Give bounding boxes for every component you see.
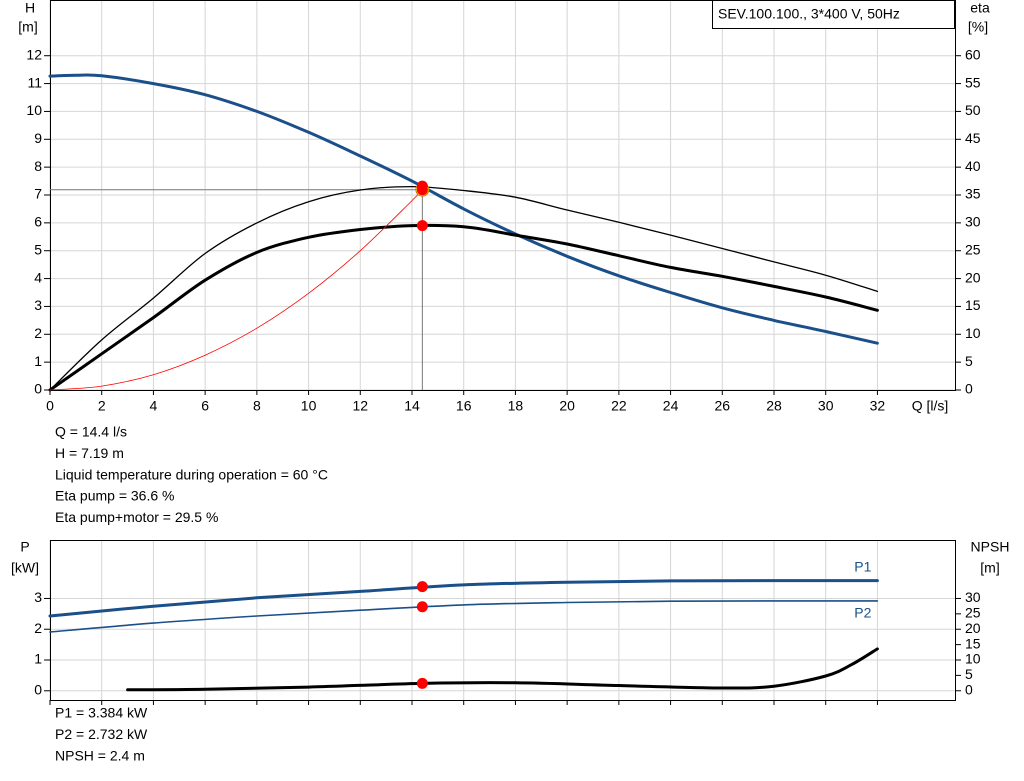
y2-tick-label: 15 <box>965 297 981 313</box>
y2-tick-label: 30 <box>965 214 981 230</box>
y2-tick-label: 40 <box>965 158 981 174</box>
x-tick-label: 28 <box>766 398 782 414</box>
x-tick-label: 20 <box>559 398 575 414</box>
plot-frame <box>50 540 956 701</box>
y-tick-label: 12 <box>26 46 42 62</box>
operating-point <box>416 220 428 232</box>
y2-tick-label: 25 <box>965 241 981 257</box>
y2-tick-label: 0 <box>965 381 973 397</box>
y-tick-label: 10 <box>26 102 42 118</box>
series-label: P1 <box>854 558 871 574</box>
chart-title: SEV.100.100., 3*400 V, 50Hz <box>718 6 900 22</box>
y2-tick-label: 25 <box>965 605 981 621</box>
y2-axis-unit: [m] <box>980 560 999 576</box>
info-line: Q = 14.4 l/s <box>55 424 127 440</box>
series-line <box>49 189 423 391</box>
series-line <box>126 647 879 692</box>
y2-tick-label: 35 <box>965 186 981 202</box>
x-tick-label: 22 <box>611 398 627 414</box>
operating-point <box>416 601 428 613</box>
plot-frame <box>50 0 956 391</box>
x-tick-label: 16 <box>456 398 472 414</box>
y-axis-unit: [m] <box>18 19 37 35</box>
y-tick-label: 3 <box>34 297 42 313</box>
y2-tick-label: 50 <box>965 102 981 118</box>
x-tick-label: 24 <box>663 398 679 414</box>
y2-tick-label: 10 <box>965 651 981 667</box>
operating-point <box>416 180 428 192</box>
info-line: P2 = 2.732 kW <box>55 726 148 742</box>
y2-tick-label: 0 <box>965 681 973 697</box>
y-tick-label: 1 <box>34 353 42 369</box>
x-tick-label: 8 <box>253 398 261 414</box>
series-line <box>49 185 879 391</box>
x-tick-label: 30 <box>818 398 834 414</box>
operating-point <box>416 581 428 593</box>
y-tick-label: 3 <box>34 589 42 605</box>
y2-tick-label: 15 <box>965 635 981 651</box>
y2-tick-label: 45 <box>965 130 981 146</box>
y-axis-unit: [kW] <box>11 560 39 576</box>
series-line <box>49 600 879 633</box>
y2-tick-label: 10 <box>965 325 981 341</box>
plot-layer: 0 2 4 6 8 10 12 14 16 18 20 22 24 26 28 30 3201234567891… <box>26 0 981 763</box>
info-line: H = 7.19 m <box>55 445 124 461</box>
y2-axis-label: NPSH <box>971 539 1010 555</box>
y-tick-label: 1 <box>34 651 42 667</box>
y-tick-label: 2 <box>34 620 42 636</box>
y2-tick-label: 20 <box>965 620 981 636</box>
y-tick-label: 7 <box>34 186 42 202</box>
title-box <box>712 0 955 29</box>
series-line <box>48 73 879 345</box>
x-tick-label: 6 <box>201 398 209 414</box>
y-tick-label: 6 <box>34 214 42 230</box>
info-line: Liquid temperature during operation = 60… <box>55 466 328 482</box>
series-label: P2 <box>854 605 871 621</box>
x-tick-label: 14 <box>404 398 420 414</box>
y2-tick-label: 30 <box>965 589 981 605</box>
info-line: Eta pump = 36.6 % <box>55 488 174 504</box>
y-tick-label: 2 <box>34 325 42 341</box>
info-line: P1 = 3.384 kW <box>55 705 148 721</box>
series-line <box>48 223 879 392</box>
series-line <box>48 579 879 618</box>
y2-tick-label: 20 <box>965 269 981 285</box>
info-line: NPSH = 2.4 m <box>55 747 145 763</box>
y-tick-label: 11 <box>27 74 42 90</box>
x-tick-label: 26 <box>714 398 730 414</box>
info-line: Eta pump+motor = 29.5 % <box>55 509 218 525</box>
y-axis-label: H <box>25 0 35 16</box>
y2-tick-label: 60 <box>965 46 981 62</box>
y-tick-label: 8 <box>34 158 42 174</box>
operating-point <box>416 677 428 689</box>
y-tick-label: 9 <box>34 130 42 146</box>
x-tick-label: 0 <box>46 398 54 414</box>
y-tick-label: 5 <box>34 241 42 257</box>
x-tick-label: 32 <box>870 398 886 414</box>
x-tick-label: 4 <box>150 398 158 414</box>
x-axis-label: Q [l/s] <box>912 398 949 414</box>
x-tick-label: 18 <box>508 398 524 414</box>
y2-axis-unit: [%] <box>968 19 988 35</box>
y-tick-label: 4 <box>34 269 42 285</box>
y2-axis-label: eta <box>970 0 990 16</box>
x-tick-label: 2 <box>98 398 106 414</box>
y-axis-label: P <box>20 539 29 555</box>
y2-tick-label: 5 <box>965 353 973 369</box>
y-tick-label: 0 <box>34 381 42 397</box>
x-tick-label: 10 <box>301 398 317 414</box>
y2-tick-label: 55 <box>965 74 981 90</box>
y-tick-label: 0 <box>34 681 42 697</box>
x-tick-label: 12 <box>352 398 368 414</box>
y2-tick-label: 5 <box>965 666 973 682</box>
